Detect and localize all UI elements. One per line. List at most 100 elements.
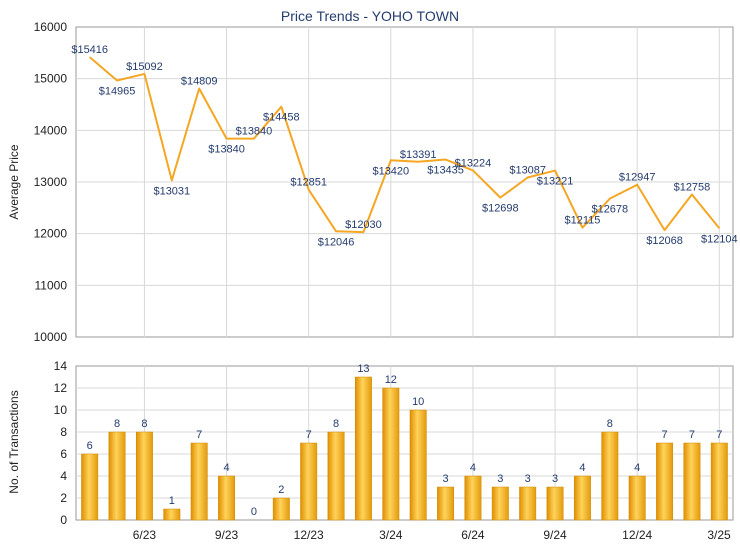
- transactions-bar: [218, 475, 236, 521]
- price-line-plot: 10000 11000 12000 13000 14000 15000 16000$1541…: [34, 20, 738, 344]
- transactions-y-axis-label: No. of Transactions: [7, 390, 21, 493]
- transactions-data-label: 13: [357, 363, 369, 375]
- price-data-label: $14809: [181, 76, 218, 88]
- price-data-label: $15416: [71, 44, 108, 56]
- price-y-tick-label: 16000: [34, 20, 68, 34]
- price-data-label: $13840: [208, 144, 245, 156]
- transactions-y-tick-label: 14: [54, 359, 68, 373]
- x-tick-label: 3/25: [707, 528, 731, 542]
- transactions-bar: [437, 486, 455, 521]
- transactions-y-tick-label: 4: [60, 469, 67, 483]
- transactions-data-label: 3: [443, 473, 449, 485]
- transactions-data-label: 8: [333, 418, 339, 430]
- transactions-bar: [464, 475, 482, 521]
- price-data-label: $14458: [263, 112, 300, 124]
- price-data-label: $13224: [455, 157, 492, 169]
- transactions-bar: [81, 453, 99, 521]
- x-tick-label: 9/23: [215, 528, 239, 542]
- transactions-bar: [190, 442, 208, 521]
- transactions-bar: [519, 486, 537, 521]
- x-tick-label: 6/24: [461, 528, 485, 542]
- transactions-data-label: 4: [224, 462, 230, 474]
- transactions-plot-frame: [75, 365, 734, 521]
- price-data-label: $12030: [345, 219, 382, 231]
- transactions-bar: [135, 431, 153, 521]
- transactions-data-label: 3: [525, 473, 531, 485]
- transactions-data-label: 3: [497, 473, 503, 485]
- price-y-tick-label: 13000: [34, 175, 68, 189]
- transactions-bar: [327, 431, 345, 521]
- x-tick-label: 9/24: [543, 528, 567, 542]
- transactions-y-tick-label: 10: [54, 403, 68, 417]
- transactions-data-label: 4: [634, 462, 640, 474]
- transactions-bar: [656, 442, 674, 521]
- transactions-bar: [573, 475, 591, 521]
- transactions-data-label: 7: [716, 429, 722, 441]
- price-data-label: $13031: [153, 185, 190, 197]
- transactions-y-tick-label: 2: [60, 491, 67, 505]
- price-data-label: $13420: [372, 165, 409, 177]
- transactions-data-label: 7: [196, 429, 202, 441]
- price-data-label: $13221: [537, 176, 574, 188]
- x-tick-label: 6/23: [133, 528, 157, 542]
- price-data-label: $12115: [564, 215, 600, 227]
- transactions-bar: [354, 376, 372, 521]
- price-data-label: $12678: [591, 204, 628, 216]
- x-tick-label: 3/24: [379, 528, 403, 542]
- transactions-bar-plot: 0 2 4 6 8 10 12 14 6 8 8 1 7 4 0 2 7 8 13 12 10 3 4 3 3 3 4 8 4 7 7 7 6/…: [54, 359, 734, 542]
- transactions-y-tick-label: 6: [60, 447, 67, 461]
- transactions-data-label: 7: [306, 429, 312, 441]
- transactions-data-label: 4: [579, 462, 585, 474]
- transactions-data-label: 0: [251, 506, 257, 518]
- transactions-data-label: 6: [87, 440, 93, 452]
- price-data-label: $12758: [674, 182, 711, 194]
- price-data-label: $14965: [99, 85, 136, 97]
- transactions-bar: [382, 387, 400, 521]
- transactions-bar: [601, 431, 619, 521]
- price-y-tick-label: 10000: [34, 330, 68, 344]
- transactions-bar: [409, 409, 427, 521]
- transactions-data-label: 2: [278, 484, 284, 496]
- price-data-label: $12947: [619, 172, 656, 184]
- transactions-data-label: 7: [662, 429, 668, 441]
- transactions-y-tick-label: 0: [60, 513, 67, 527]
- transactions-y-tick-label: 12: [54, 381, 68, 395]
- transactions-bar: [272, 497, 290, 521]
- transactions-bar: [710, 442, 728, 521]
- transactions-bar: [163, 508, 181, 521]
- x-tick-label: 12/23: [294, 528, 324, 542]
- transactions-data-label: 8: [607, 418, 613, 430]
- transactions-bar: [300, 442, 318, 521]
- transactions-data-label: 12: [385, 374, 397, 386]
- chart-title: Price Trends - YOHO TOWN: [281, 8, 459, 24]
- transactions-y-tick-label: 8: [60, 425, 67, 439]
- transactions-data-label: 8: [141, 418, 147, 430]
- transactions-bar: [546, 486, 564, 521]
- price-data-label: $13435: [427, 165, 464, 177]
- price-y-tick-label: 11000: [35, 278, 68, 292]
- price-data-label: $12698: [482, 203, 519, 215]
- price-data-label: $13840: [236, 126, 273, 138]
- transactions-data-label: 4: [470, 462, 476, 474]
- price-data-label: $12068: [646, 235, 683, 247]
- transactions-bar: [491, 486, 509, 521]
- price-data-label: $12046: [318, 236, 355, 248]
- transactions-bar: [628, 475, 646, 521]
- price-y-axis-label: Average Price: [7, 144, 21, 219]
- transactions-data-label: 1: [169, 495, 175, 507]
- price-series-line: [89, 56, 721, 234]
- transactions-data-label: 8: [114, 418, 120, 430]
- transactions-data-label: 10: [412, 396, 424, 408]
- transactions-data-label: 3: [552, 473, 558, 485]
- price-y-tick-label: 15000: [34, 72, 68, 86]
- x-tick-label: 12/24: [622, 528, 652, 542]
- price-y-tick-label: 14000: [34, 123, 68, 137]
- transactions-bar: [683, 442, 701, 521]
- price-data-label: $13087: [509, 165, 546, 177]
- transactions-bar: [108, 431, 126, 521]
- price-data-label: $15092: [126, 61, 163, 73]
- price-y-tick-label: 12000: [34, 227, 68, 241]
- price-data-label: $13391: [400, 149, 437, 161]
